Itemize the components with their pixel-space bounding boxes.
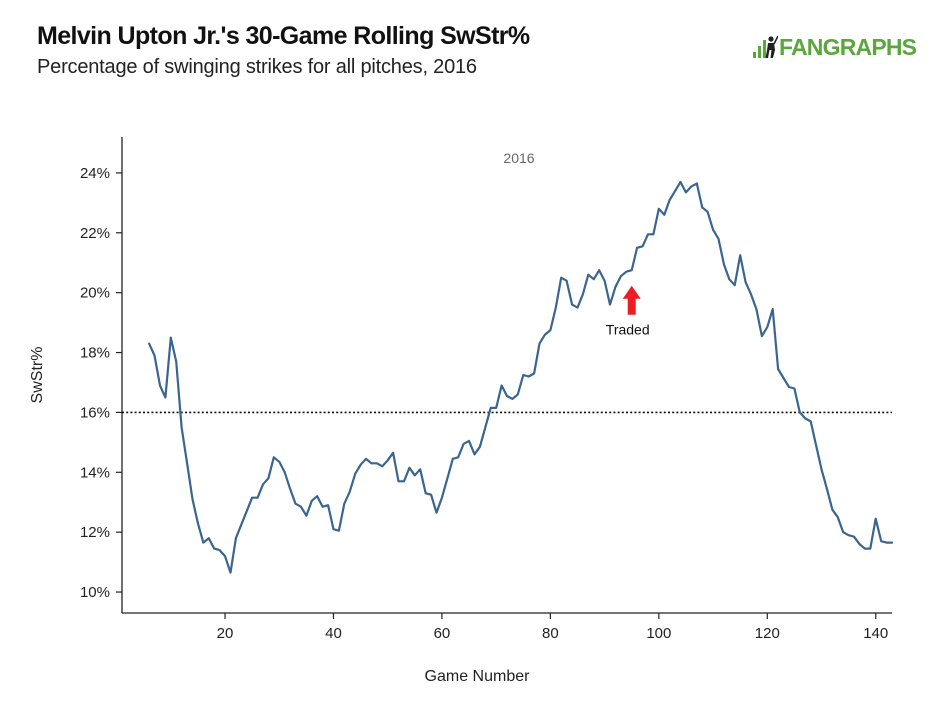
chart-axes: 10% 12% 14% 16% 18% 20% 22% 24% 20 40 60 80 100 120 14…	[80, 137, 892, 642]
y-axis-label: SwStr%	[29, 347, 46, 404]
y-tick-label: 14%	[80, 464, 110, 481]
x-axis-label: Game Number	[425, 668, 531, 685]
y-tick-label: 12%	[80, 524, 110, 541]
y-tick-label: 22%	[80, 225, 110, 242]
y-tick-label: 18%	[80, 345, 110, 362]
series-year-label: 2016	[503, 150, 534, 166]
y-tick-label: 20%	[80, 285, 110, 302]
x-tick-label: 60	[434, 625, 451, 642]
y-tick-label: 10%	[80, 584, 110, 601]
fangraphs-wordmark: FANGRAPHS	[779, 33, 917, 60]
x-tick-label: 40	[325, 625, 342, 642]
x-tick-label: 20	[217, 625, 234, 642]
annotation-group: Traded	[606, 285, 650, 338]
chart-subtitle: Percentage of swinging strikes for all p…	[37, 56, 477, 78]
x-tick-label: 80	[542, 625, 559, 642]
fangraphs-logo-icon	[753, 35, 778, 58]
x-tick-label: 100	[646, 625, 671, 642]
y-tick-label: 16%	[80, 404, 110, 421]
x-tick-label: 140	[863, 625, 888, 642]
series-group	[148, 180, 894, 574]
chart-title: Melvin Upton Jr.'s 30-Game Rolling SwStr…	[37, 22, 530, 50]
traded-label: Traded	[606, 322, 650, 338]
series-line	[148, 180, 894, 574]
fangraphs-logo: FANGRAPHS	[752, 32, 917, 62]
traded-arrow	[622, 285, 641, 315]
x-tick-label: 120	[755, 625, 780, 642]
y-tick-label: 24%	[80, 165, 110, 182]
